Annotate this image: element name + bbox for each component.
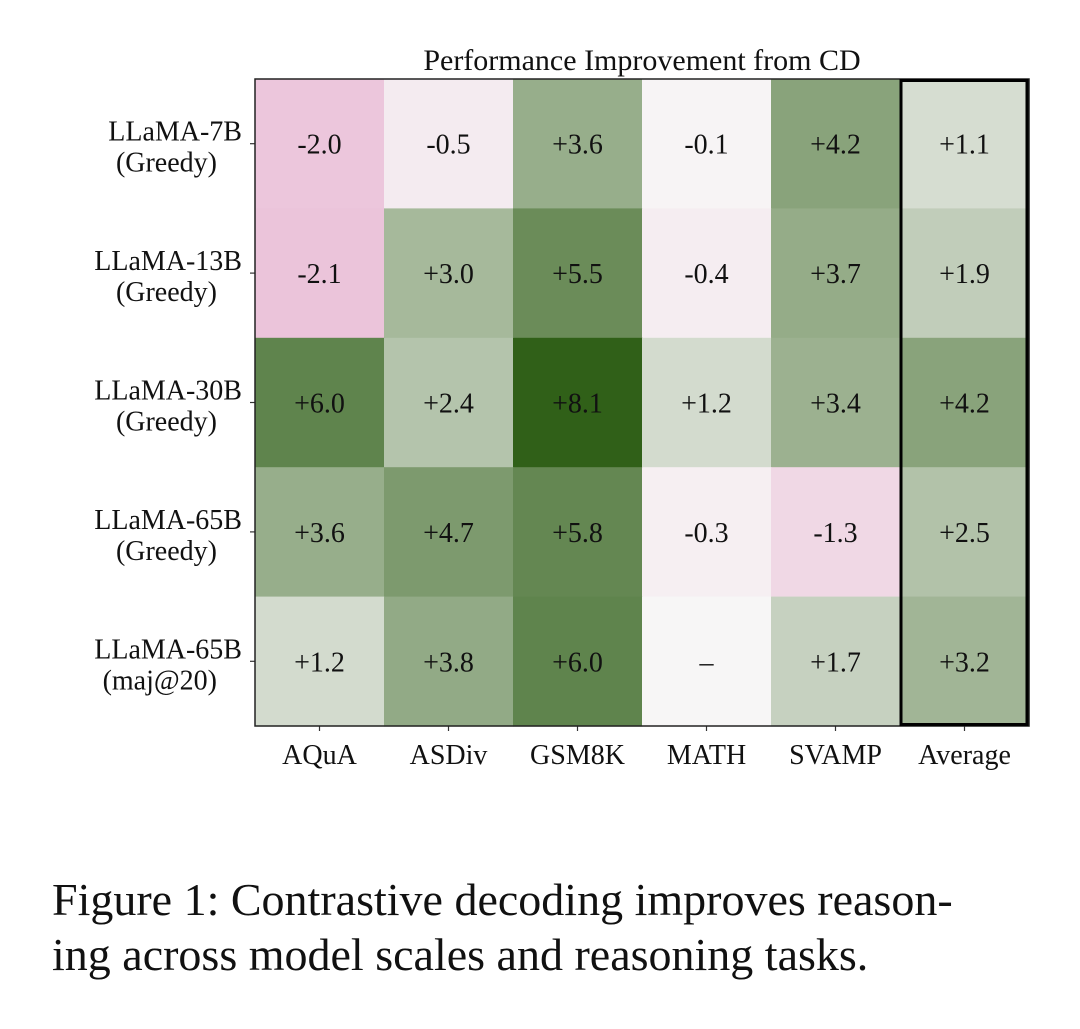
column-label-average: Average — [918, 740, 1011, 771]
heatmap-frame — [254, 78, 1030, 727]
cell-label-r4-aqua: +3.6 — [294, 518, 345, 549]
heatmap-cell-r3-gsm8k — [513, 337, 643, 468]
heatmap-cell-r2-asdiv — [384, 208, 514, 339]
heatmap-cell-r1-aqua — [255, 79, 385, 209]
cell-label-r5-svamp: +1.7 — [810, 647, 861, 678]
chart-title: Performance Improvement from CD — [423, 44, 860, 77]
caption-line-2: ing across model scales and reasoning ta… — [52, 929, 869, 980]
heatmap-cell-r5-average — [900, 596, 1030, 727]
cell-label-r3-math: +1.2 — [681, 389, 732, 420]
heatmap-frames — [254, 78, 1030, 727]
cell-label-r1-aqua: -2.0 — [297, 130, 341, 161]
heatmap-cell-r3-asdiv — [384, 337, 514, 468]
cell-label-r1-asdiv: -0.5 — [426, 130, 470, 161]
row-label-4-model: LLaMA-65B — [94, 505, 242, 536]
row-label-2-setting: (Greedy) — [116, 277, 217, 308]
average-column-highlight — [899, 79, 1029, 726]
heatmap-cell-r2-gsm8k — [513, 208, 643, 339]
heatmap-cell-r3-math — [642, 337, 772, 468]
row-label-4-setting: (Greedy) — [116, 536, 217, 567]
heatmap-cell-r5-svamp — [771, 596, 901, 727]
cell-label-r3-asdiv: +2.4 — [423, 389, 474, 420]
heatmap-cell-r4-asdiv — [384, 467, 514, 598]
cell-label-r1-math: -0.1 — [684, 130, 728, 161]
heatmap-cell-r1-math — [642, 79, 772, 209]
cell-label-r2-asdiv: +3.0 — [423, 259, 474, 290]
heatmap-cell-r1-svamp — [771, 79, 901, 209]
cell-label-r1-average: +1.1 — [939, 130, 990, 161]
cell-label-r1-svamp: +4.2 — [810, 130, 861, 161]
row-labels: LLaMA-7B(Greedy)LLaMA-13B(Greedy)LLaMA-3… — [94, 117, 255, 696]
heatmap-cell-r1-asdiv — [384, 79, 514, 209]
cell-label-r4-math: -0.3 — [684, 518, 728, 549]
cell-label-r4-gsm8k: +5.8 — [552, 518, 603, 549]
heatmap-cell-r5-asdiv — [384, 596, 514, 727]
cell-label-r5-aqua: +1.2 — [294, 647, 345, 678]
heatmap-cell-r1-average — [900, 79, 1030, 209]
row-label-2-model: LLaMA-13B — [94, 246, 242, 277]
cell-label-r5-average: +3.2 — [939, 647, 990, 678]
cell-label-r4-svamp: -1.3 — [813, 518, 857, 549]
row-label-1-model: LLaMA-7B — [108, 117, 242, 148]
heatmap-cell-r4-math — [642, 467, 772, 598]
column-label-math: MATH — [667, 740, 746, 771]
heatmap-cell-r3-average — [900, 337, 1030, 468]
column-label-aqua: AQuA — [282, 740, 357, 771]
heatmap-cell-r4-svamp — [771, 467, 901, 598]
column-label-svamp: SVAMP — [789, 740, 882, 771]
cell-label-r2-svamp: +3.7 — [810, 259, 861, 290]
heatmap-cell-r3-aqua — [255, 337, 385, 468]
cell-label-r2-math: -0.4 — [684, 259, 728, 290]
cell-label-r3-gsm8k: +8.1 — [552, 389, 603, 420]
cell-label-r4-asdiv: +4.7 — [423, 518, 474, 549]
column-label-gsm8k: GSM8K — [530, 740, 625, 771]
column-label-asdiv: ASDiv — [410, 740, 488, 771]
cell-label-r2-aqua: -2.1 — [297, 259, 341, 290]
cell-label-r5-asdiv: +3.8 — [423, 647, 474, 678]
row-label-5-setting: (maj@20) — [103, 665, 217, 696]
heatmap-cell-r4-gsm8k — [513, 467, 643, 598]
column-labels: AQuA ASDiv GSM8K MATH SVAMP Average — [282, 726, 1011, 771]
cell-label-r2-average: +1.9 — [939, 259, 990, 290]
heatmap-cells — [255, 79, 1030, 727]
row-label-3-setting: (Greedy) — [116, 407, 217, 438]
heatmap-cell-r2-svamp — [771, 208, 901, 339]
cell-label-r4-average: +2.5 — [939, 518, 990, 549]
cell-label-r3-svamp: +3.4 — [810, 389, 861, 420]
row-label-3-model: LLaMA-30B — [94, 376, 242, 407]
heatmap-cell-r5-gsm8k — [513, 596, 643, 727]
caption-line-1: Figure 1: Contrastive decoding improves … — [52, 874, 953, 925]
row-label-1-setting: (Greedy) — [116, 148, 217, 179]
heatmap-cell-r1-gsm8k — [513, 79, 643, 209]
cell-label-r5-gsm8k: +6.0 — [552, 647, 603, 678]
heatmap-figure: Performance Improvement from CD -2.0 -0.5… — [94, 44, 1030, 771]
cell-label-r1-gsm8k: +3.6 — [552, 130, 603, 161]
heatmap-cell-r2-math — [642, 208, 772, 339]
cell-label-r2-gsm8k: +5.5 — [552, 259, 603, 290]
row-label-5-model: LLaMA-65B — [94, 634, 242, 665]
heatmap-cell-labels: -2.0 -0.5 +3.6 -0.1 +4.2 +1.1 -2.1 +3.0 +5.5 -0.4… — [294, 130, 990, 679]
heatmap-cell-r2-aqua — [255, 208, 385, 339]
heatmap-cell-r4-average — [900, 467, 1030, 598]
cell-label-r3-average: +4.2 — [939, 389, 990, 420]
heatmap-cell-r4-aqua — [255, 467, 385, 598]
heatmap-cell-r2-average — [900, 208, 1030, 339]
heatmap-cell-r5-aqua — [255, 596, 385, 727]
heatmap-cell-r3-svamp — [771, 337, 901, 468]
figure-caption: Figure 1: Contrastive decoding improves … — [52, 872, 1042, 982]
cell-label-r3-aqua: +6.0 — [294, 389, 345, 420]
cell-label-r5-math: – — [699, 647, 715, 678]
heatmap-cell-r5-math — [642, 596, 772, 727]
